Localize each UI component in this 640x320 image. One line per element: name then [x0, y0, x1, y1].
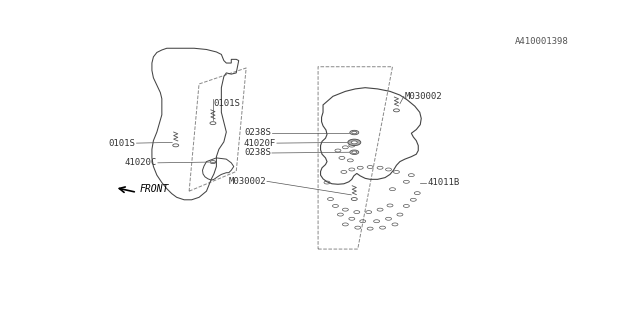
Text: M030002: M030002 [228, 177, 266, 186]
Text: 0101S: 0101S [109, 139, 136, 148]
Circle shape [348, 139, 361, 146]
Circle shape [352, 151, 356, 154]
Circle shape [352, 131, 356, 134]
Text: 0238S: 0238S [244, 148, 271, 157]
Text: 41020C: 41020C [125, 158, 157, 167]
Text: 0101S: 0101S [213, 99, 240, 108]
Circle shape [350, 150, 359, 155]
Circle shape [351, 141, 357, 144]
Text: A410001398: A410001398 [515, 37, 568, 46]
Text: M030002: M030002 [405, 92, 442, 101]
Circle shape [350, 130, 359, 135]
Text: 0238S: 0238S [244, 128, 271, 137]
Text: 41011B: 41011B [428, 178, 460, 187]
Text: FRONT: FRONT [140, 184, 169, 194]
Text: 41020F: 41020F [244, 139, 276, 148]
